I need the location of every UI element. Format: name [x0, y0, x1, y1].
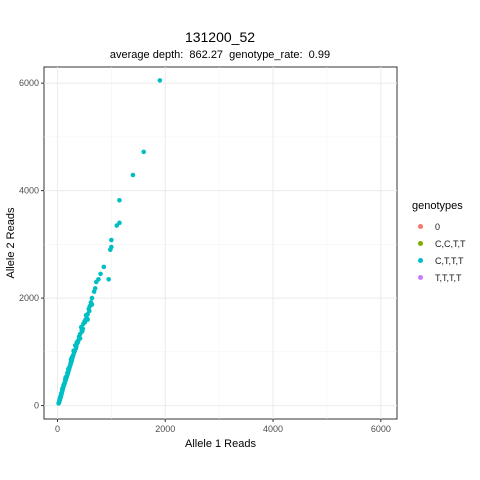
- legend-title: genotypes: [412, 200, 463, 212]
- legend-dot-icon: [418, 224, 423, 229]
- legend-item: 0: [412, 218, 466, 235]
- x-axis-title: Allele 1 Reads: [185, 438, 256, 450]
- legend: genotypes 0 C,C,T,T C,T,T,T T,T,T,T: [412, 200, 466, 286]
- data-point: [93, 279, 99, 285]
- x-tick-label: 0: [55, 424, 60, 434]
- chart-subtitle: average depth: 862.27 genotype_rate: 0.9…: [109, 49, 331, 61]
- legend-key: [412, 218, 429, 235]
- legend-dot-icon: [418, 241, 423, 246]
- data-point: [78, 324, 84, 330]
- y-tick-label: 4000: [19, 186, 39, 196]
- data-point: [65, 366, 71, 372]
- plot-panel: [43, 66, 398, 420]
- data-point: [114, 223, 120, 228]
- legend-key: [412, 235, 429, 252]
- data-point: [68, 357, 74, 362]
- x-tick-label: 4000: [263, 424, 283, 434]
- y-axis-title: Allele 2 Reads: [5, 207, 17, 278]
- chart-title: 131200_52: [184, 29, 256, 45]
- data-point: [157, 78, 163, 83]
- data-point: [109, 237, 114, 243]
- data-point: [65, 370, 70, 376]
- data-points: [56, 78, 163, 406]
- axis-ticks: 0 2000 4000 6000 0 2000 4000 6000: [19, 78, 391, 434]
- data-point: [56, 401, 61, 406]
- data-point: [106, 276, 111, 282]
- legend-dot-icon: [418, 275, 423, 280]
- data-point: [86, 308, 92, 314]
- y-tick-label: 6000: [19, 78, 39, 88]
- legend-dot-icon: [418, 258, 423, 263]
- data-point: [130, 172, 136, 178]
- data-point: [141, 149, 147, 155]
- data-point: [57, 396, 62, 402]
- data-point: [101, 264, 107, 270]
- legend-label: 0: [435, 221, 441, 232]
- data-point: [98, 271, 103, 277]
- legend-item: C,C,T,T: [412, 235, 466, 252]
- data-point: [77, 336, 83, 341]
- data-point: [89, 302, 95, 307]
- data-point: [63, 375, 68, 380]
- data-point: [89, 295, 95, 301]
- legend-item: C,T,T,T: [412, 252, 466, 269]
- data-point: [107, 247, 113, 253]
- legend-items: 0 C,C,T,T C,T,T,T T,T,T,T: [412, 218, 466, 286]
- data-point: [92, 286, 98, 291]
- data-point: [79, 329, 85, 334]
- legend-label: C,T,T,T: [435, 255, 464, 266]
- grid-lines: [44, 67, 397, 419]
- x-tick-label: 2000: [155, 424, 175, 434]
- legend-key: [412, 252, 429, 269]
- y-tick-label: 0: [34, 401, 39, 411]
- data-point: [85, 317, 90, 322]
- legend-label: C,C,T,T: [435, 238, 466, 249]
- legend-item: T,T,T,T: [412, 269, 466, 286]
- data-point: [74, 339, 80, 345]
- x-tick-label: 6000: [371, 424, 391, 434]
- legend-label: T,T,T,T: [435, 272, 462, 283]
- data-point: [83, 312, 89, 318]
- y-tick-label: 2000: [19, 293, 39, 303]
- data-point: [117, 197, 122, 203]
- data-point: [60, 386, 65, 392]
- data-point: [61, 382, 66, 387]
- legend-key: [412, 269, 429, 286]
- data-point: [71, 348, 76, 354]
